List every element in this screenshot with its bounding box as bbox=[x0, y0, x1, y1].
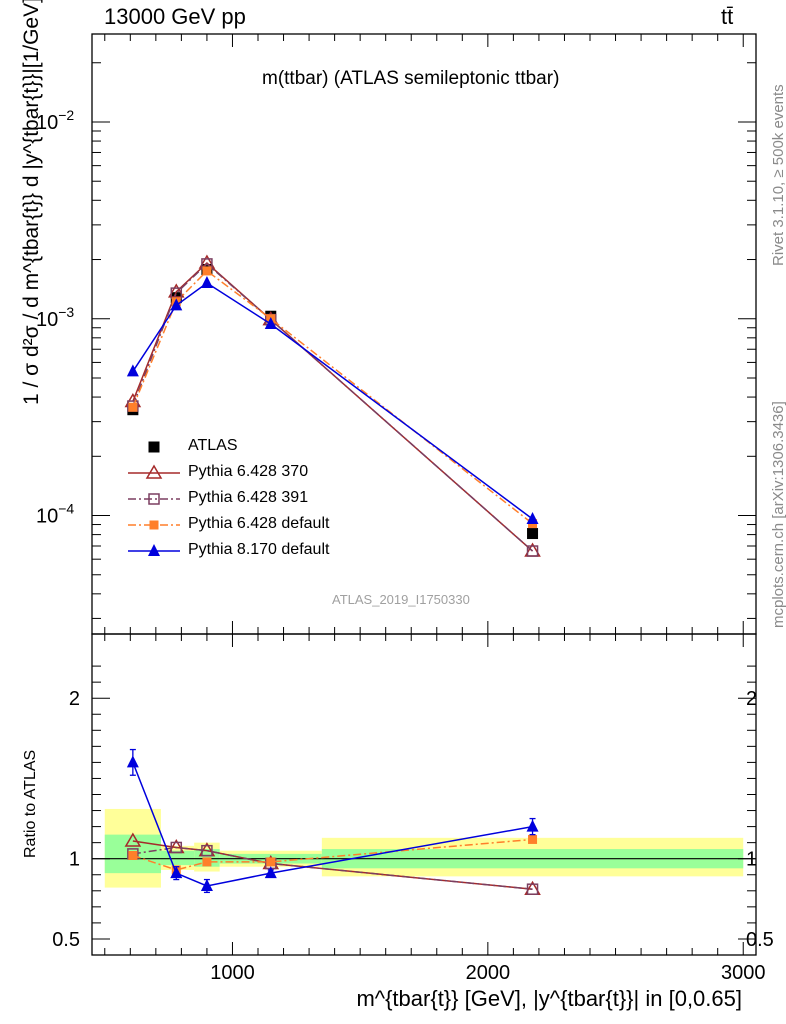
legend-marker bbox=[148, 493, 160, 505]
ratio-data-point bbox=[170, 866, 183, 879]
ratio-y-tick-label: 2 bbox=[746, 688, 757, 710]
series-4 bbox=[126, 275, 539, 525]
legend-marker bbox=[145, 464, 163, 479]
data-point bbox=[202, 266, 212, 276]
series-line bbox=[132, 262, 534, 552]
legend-marker bbox=[148, 441, 160, 453]
ratio-data-point bbox=[264, 866, 277, 879]
y-tick-label: 10−2 bbox=[36, 107, 74, 134]
ratio-y-tick-label: 1 bbox=[69, 849, 80, 871]
ratio-y-axis-label: Ratio to ATLAS bbox=[22, 749, 39, 858]
legend-item: ATLAS bbox=[124, 435, 384, 461]
x-tick-label: 1000 bbox=[210, 962, 255, 984]
data-point bbox=[526, 512, 539, 525]
legend-item: Pythia 8.170 default bbox=[124, 539, 384, 565]
legend-swatch bbox=[128, 544, 180, 556]
data-point bbox=[264, 317, 277, 330]
series-line bbox=[132, 269, 534, 525]
legend-swatch bbox=[148, 441, 160, 453]
ratio-data-point bbox=[202, 857, 212, 867]
ratio-data-point bbox=[526, 819, 539, 832]
ratio-plot-frame bbox=[91, 633, 757, 956]
x-axis-label: m^{tbar{t}} [GeV], |y^{tbar{t}}| in [0,0… bbox=[356, 986, 742, 1011]
y-tick-label: 10−3 bbox=[36, 304, 74, 331]
ratio-data-point bbox=[170, 841, 183, 854]
ratio-y-tick-label: 0.5 bbox=[52, 929, 80, 951]
legend-label: Pythia 6.428 default bbox=[188, 515, 330, 532]
data-point bbox=[526, 545, 539, 557]
data-point bbox=[527, 528, 539, 540]
legend-swatch bbox=[128, 493, 180, 505]
legend-label: Pythia 6.428 370 bbox=[188, 463, 309, 480]
ratio-data-point bbox=[200, 878, 213, 891]
ratio-series-line bbox=[132, 846, 533, 890]
legend-item: Pythia 6.428 370 bbox=[124, 461, 384, 487]
ratio-data-point bbox=[124, 832, 142, 847]
ratio-series-3 bbox=[126, 748, 539, 894]
ratio-series-line bbox=[132, 838, 533, 871]
legend-label: Pythia 8.170 default bbox=[188, 541, 330, 558]
legend-item: Pythia 6.428 default bbox=[124, 513, 384, 539]
data-point bbox=[170, 298, 183, 311]
legend-swatch bbox=[128, 464, 180, 479]
rivet-version-label: Rivet 3.1.10, ≥ 500k events bbox=[770, 84, 786, 266]
legend-marker bbox=[148, 544, 160, 556]
ratio-data-point bbox=[266, 857, 276, 867]
y-tick-label: 10−4 bbox=[36, 501, 74, 528]
legend-item: Pythia 6.428 391 bbox=[124, 487, 384, 513]
data-point bbox=[128, 402, 138, 412]
x-tick-label: 2000 bbox=[466, 962, 511, 984]
ratio-data-point bbox=[528, 834, 538, 844]
data-point bbox=[167, 283, 185, 298]
ratio-y-tick-label: 2 bbox=[69, 688, 80, 710]
ratio-data-point bbox=[526, 883, 539, 895]
x-tick-label: 3000 bbox=[721, 962, 766, 984]
ratio-data-point bbox=[201, 844, 213, 857]
data-point bbox=[200, 275, 213, 288]
legend-swatch bbox=[128, 520, 180, 530]
legend-marker bbox=[149, 520, 159, 530]
legend-label: Pythia 6.428 391 bbox=[188, 489, 309, 506]
ratio-data-point bbox=[126, 755, 139, 768]
legend-label: ATLAS bbox=[188, 437, 238, 454]
process-label: tt̄ bbox=[721, 4, 734, 29]
ratio-data-point bbox=[128, 850, 138, 860]
collision-energy-label: 13000 GeV pp bbox=[104, 4, 246, 29]
plot-title: m(ttbar) (ATLAS semileptonic ttbar) bbox=[262, 68, 560, 89]
ratio-y-tick-label: 1 bbox=[746, 849, 757, 871]
analysis-id-watermark: ATLAS_2019_I1750330 bbox=[332, 592, 470, 607]
main-y-axis-label: 1 / σ d²σ / d m^{tbar{t}} d |y^{tbar{t}}… bbox=[20, 0, 43, 405]
data-point bbox=[126, 364, 139, 377]
ratio-y-tick-label: 0.5 bbox=[746, 929, 774, 951]
mcplots-source-label: mcplots.cern.ch [arXiv:1306.3436] bbox=[770, 401, 786, 628]
